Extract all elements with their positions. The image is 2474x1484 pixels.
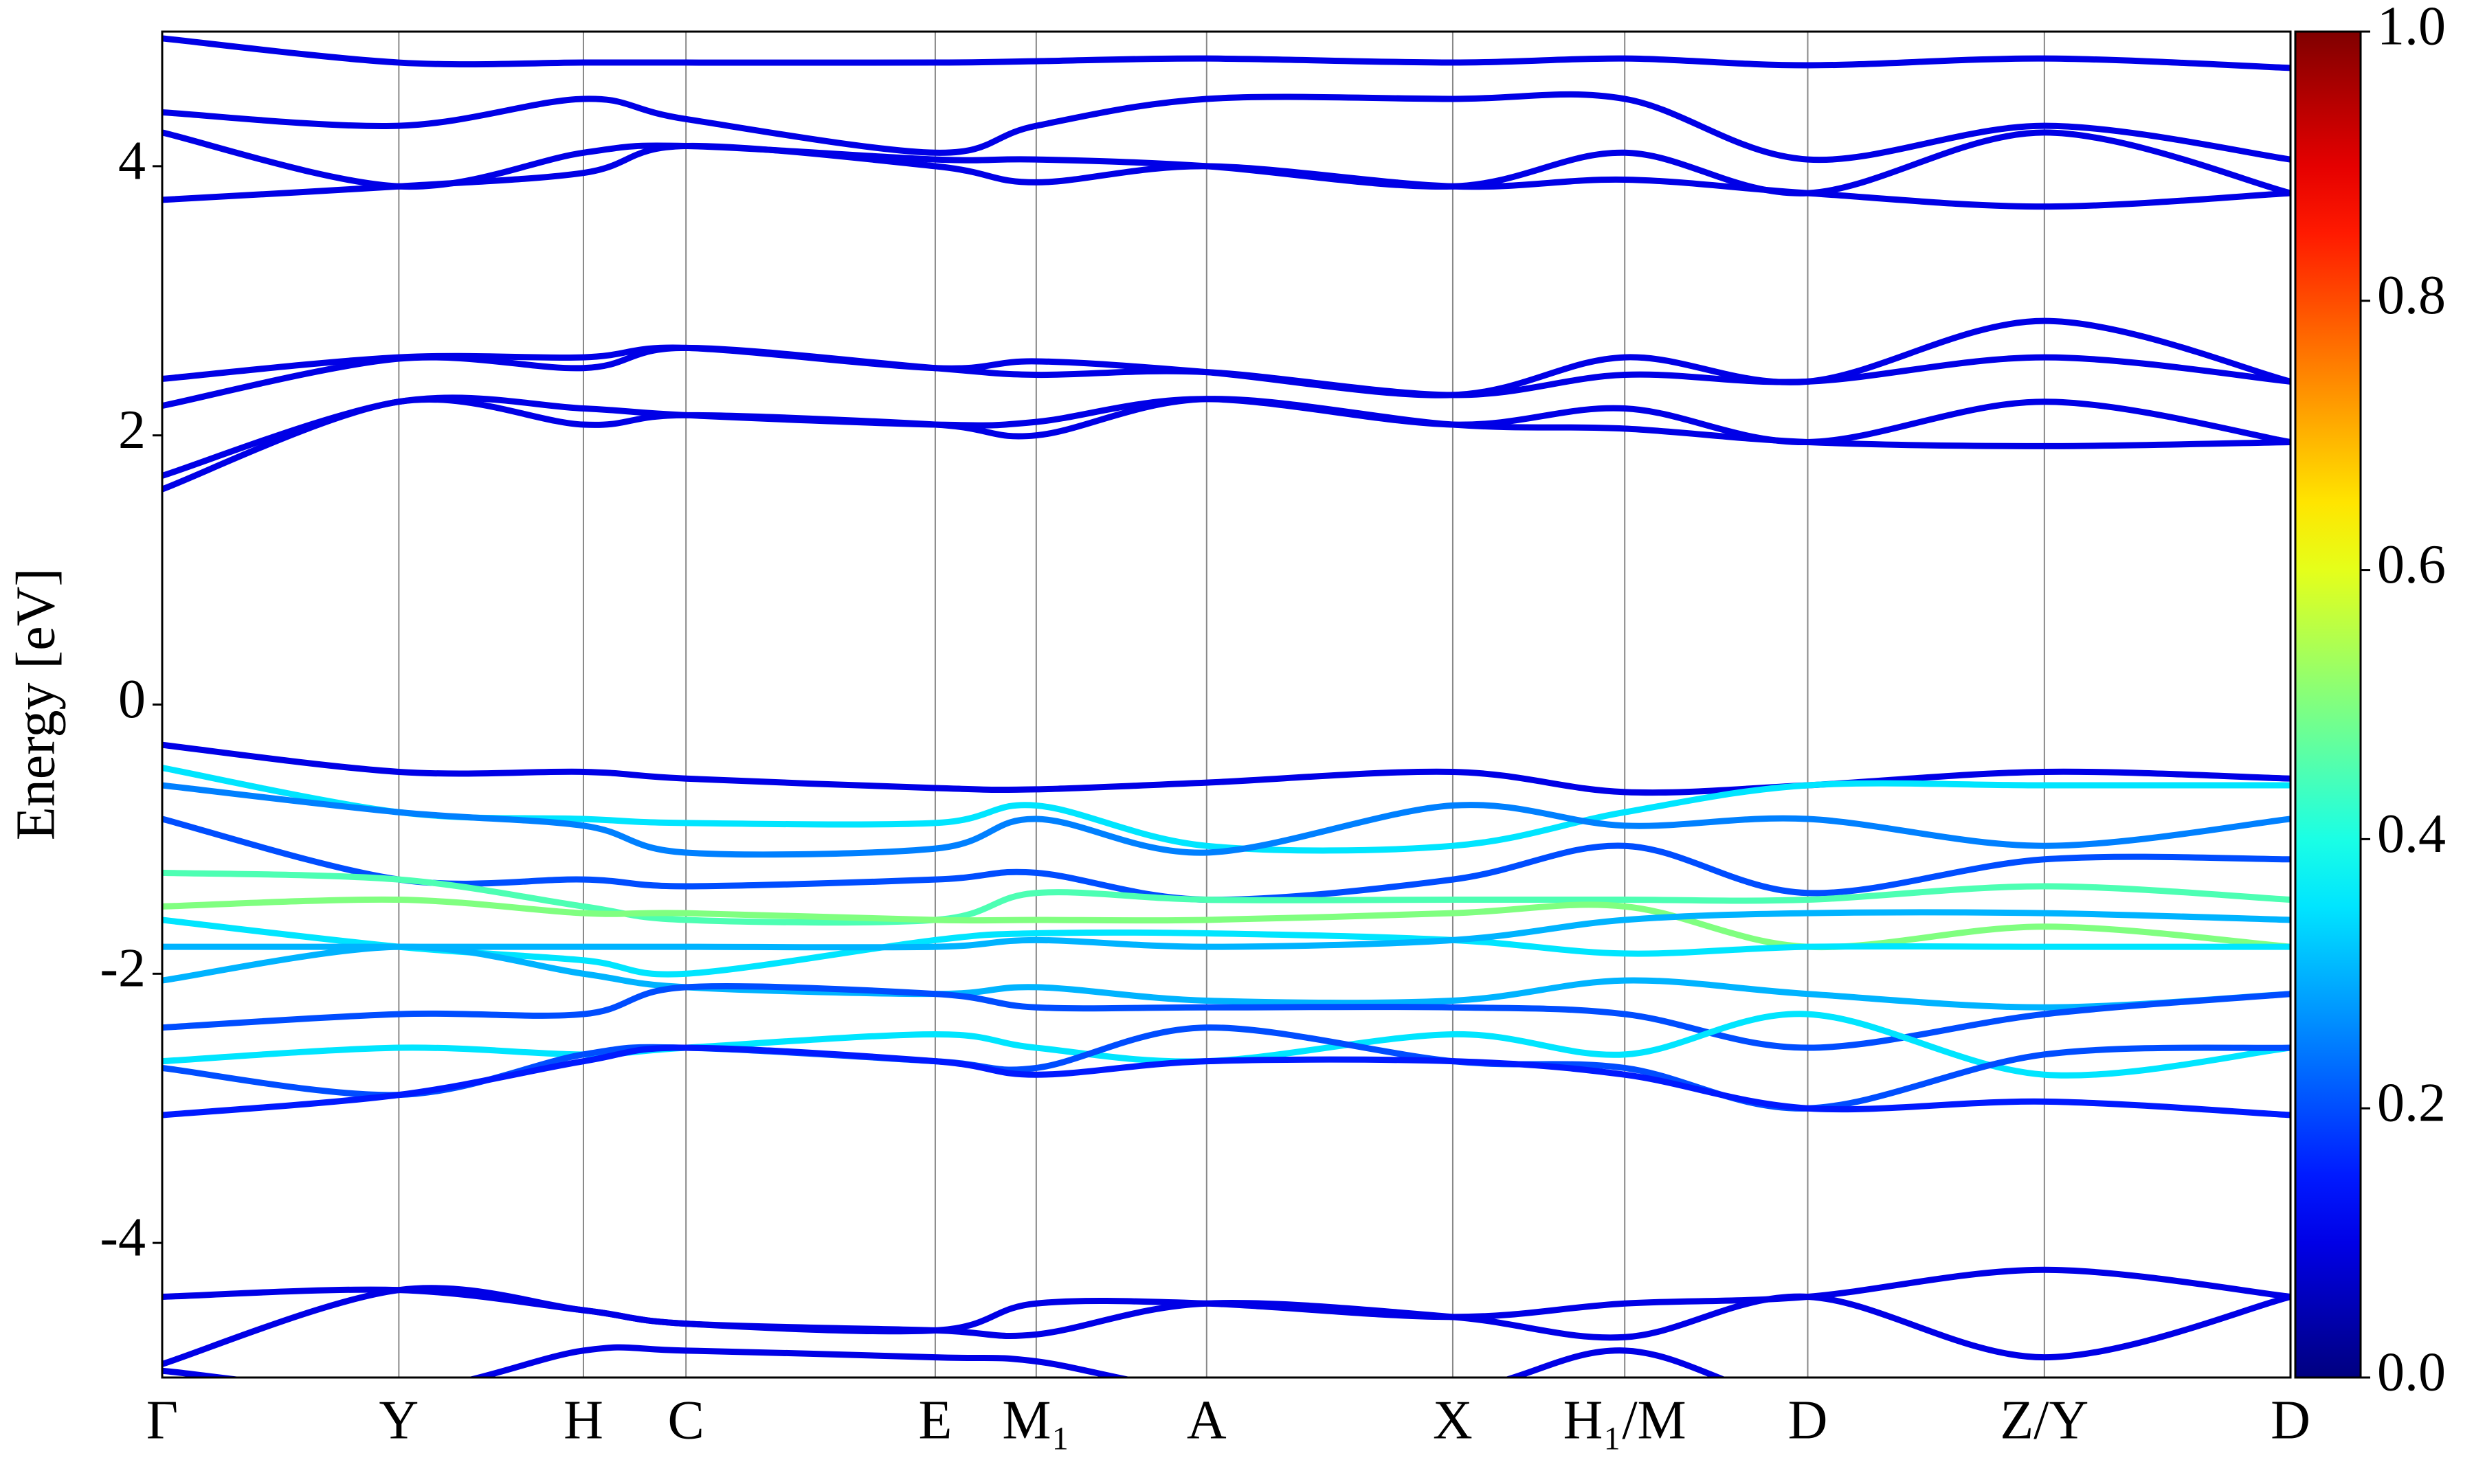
y-axis-label: Energy [eV] xyxy=(5,568,66,840)
x-tick-label: A xyxy=(1187,1390,1227,1450)
band-line xyxy=(162,1344,1727,1378)
band-line xyxy=(162,91,2291,164)
band-line xyxy=(162,782,2291,858)
band-line xyxy=(162,909,2291,951)
colorbar-tick-label: 0.8 xyxy=(2377,265,2446,326)
band-line xyxy=(162,896,2291,951)
x-tick-label: D xyxy=(2271,1390,2310,1450)
colorbar xyxy=(2294,30,2362,1379)
y-tick-label: -4 xyxy=(100,1207,146,1268)
x-tick-label: Z/Y xyxy=(2000,1390,2088,1450)
plot-frame xyxy=(161,30,2292,1379)
band-line xyxy=(162,396,2291,493)
y-tick-label: 2 xyxy=(118,400,146,460)
x-tick-label: C xyxy=(668,1390,704,1450)
x-tick-label: H xyxy=(564,1390,603,1450)
bands xyxy=(162,35,2291,1378)
band-line xyxy=(162,943,2291,1011)
y-tick-label: 4 xyxy=(118,131,146,191)
band-line xyxy=(162,765,2291,854)
band-line xyxy=(162,394,2291,479)
band-line xyxy=(162,1044,2291,1118)
x-tick-label: D xyxy=(1788,1390,1828,1450)
band-line xyxy=(162,344,2291,409)
x-tick-label: Y xyxy=(379,1390,419,1450)
colorbar-tick-label: 0.0 xyxy=(2377,1342,2446,1402)
x-tick-label: Γ xyxy=(146,1390,178,1450)
x-tick-label: H₁/M xyxy=(1563,1390,1686,1450)
band-line xyxy=(162,1024,2291,1112)
band-line xyxy=(162,142,2291,210)
colorbar-tick-label: 0.4 xyxy=(2377,804,2446,864)
x-tick-label: M₁ xyxy=(1002,1390,1070,1450)
band-line xyxy=(162,983,2291,1051)
band-line xyxy=(162,1285,2291,1367)
x-tick-label: E xyxy=(918,1390,952,1450)
colorbar-tick-label: 1.0 xyxy=(2377,0,2446,56)
band-line xyxy=(162,35,2291,71)
y-tick-label: -2 xyxy=(100,938,146,999)
band-line xyxy=(162,917,2291,978)
y-tick-label: 0 xyxy=(118,669,146,730)
colorbar-tick-label: 0.6 xyxy=(2377,535,2446,595)
colorbar-tick-label: 0.2 xyxy=(2377,1073,2446,1134)
band-line xyxy=(162,869,2291,926)
x-tick-label: X xyxy=(1433,1390,1473,1450)
